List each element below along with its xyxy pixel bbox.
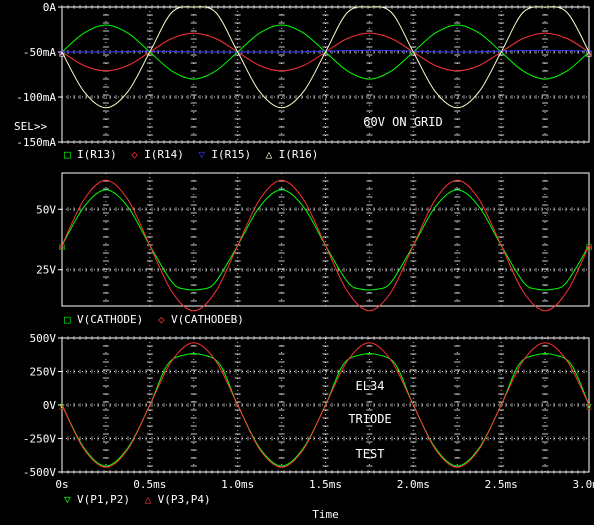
series-marker: ▽ <box>59 49 65 59</box>
legend-entry: I(R15) <box>211 148 251 161</box>
y-tick-label: -500V <box>23 466 56 479</box>
legend-entry: V(P3,P4) <box>158 493 211 506</box>
series-line-i-r16- <box>61 6 590 109</box>
grid <box>61 172 589 306</box>
x-tick-label: 0.5ms <box>133 478 166 491</box>
series-line-v-p3-p4- <box>61 342 590 468</box>
x-axis-label: Time <box>312 508 339 521</box>
series-marker: △ <box>59 49 65 59</box>
x-tick-label: 0s <box>55 478 68 491</box>
x-tick-label: 1.5ms <box>309 478 342 491</box>
legend-entry: I(R13) <box>77 148 117 161</box>
grid <box>61 336 589 474</box>
legend-marker: △ <box>145 493 152 506</box>
series-marker: △ <box>586 402 592 412</box>
series-marker: ◇ <box>59 243 65 253</box>
legend-marker: ▽ <box>64 493 71 506</box>
legend-entry: V(CATHODEB) <box>171 313 244 326</box>
legend-entry: V(CATHODE) <box>77 313 143 326</box>
series-line-v-p1-p2- <box>61 353 590 467</box>
series-marker: □ <box>586 243 592 253</box>
series-marker: △ <box>59 402 65 412</box>
y-tick-label: -250V <box>23 433 56 446</box>
y-tick-label: 250V <box>30 366 57 379</box>
annotation: TEST <box>356 447 385 461</box>
legend-marker: ▽ <box>198 148 205 161</box>
cursor-select-label[interactable]: SEL>> <box>14 120 47 133</box>
plot-frame <box>61 172 590 307</box>
legend-entry: I(R16) <box>279 148 319 161</box>
y-tick-label: 0A <box>43 1 57 14</box>
y-tick-label: -100mA <box>16 91 56 104</box>
legend-marker: □ <box>64 313 71 326</box>
legend-marker: ◇ <box>158 313 165 326</box>
y-tick-label: 500V <box>30 332 57 345</box>
series-marker: ▽ <box>586 402 592 412</box>
legend-marker: △ <box>266 148 273 161</box>
series-marker: △ <box>586 49 592 59</box>
annotation: TRIODE <box>348 412 391 426</box>
legend-entry: V(P1,P2) <box>77 493 130 506</box>
y-tick-label: -50mA <box>23 46 56 59</box>
series-marker: ◇ <box>586 49 592 59</box>
x-tick-label: 2.0ms <box>397 478 430 491</box>
series-line-v-cathodeb- <box>61 179 590 312</box>
series-marker: ◇ <box>59 49 65 59</box>
annotation: 60V ON GRID <box>363 115 442 129</box>
legend-entry: I(R14) <box>144 148 184 161</box>
y-tick-label: 0V <box>43 399 57 412</box>
series-marker: □ <box>59 243 65 253</box>
series-marker: □ <box>59 49 65 59</box>
annotation: EL34 <box>356 379 385 393</box>
legend-marker: ◇ <box>131 148 138 161</box>
series-marker: □ <box>586 49 592 59</box>
grid <box>61 5 589 144</box>
series-marker: ▽ <box>59 402 65 412</box>
y-tick-label: 25V <box>36 264 56 277</box>
series-marker: ◇ <box>586 243 592 253</box>
x-tick-label: 3.0ms <box>572 478 594 491</box>
y-tick-label: -150mA <box>16 136 56 149</box>
series-marker: ▽ <box>586 48 592 58</box>
legend-marker: □ <box>64 148 71 161</box>
x-tick-label: 1.0ms <box>221 478 254 491</box>
series-line-v-cathode- <box>61 189 590 291</box>
x-tick-label: 2.5ms <box>485 478 518 491</box>
y-tick-label: 50V <box>36 203 56 216</box>
